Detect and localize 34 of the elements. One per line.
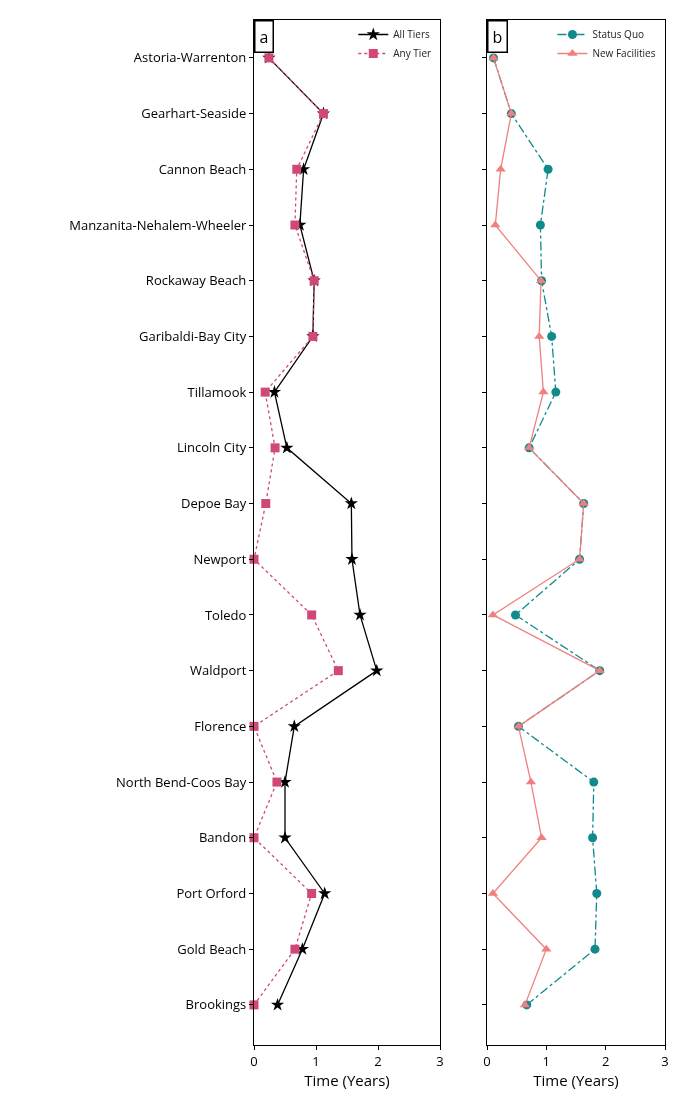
y-tick-label: Garibaldi-Bay City bbox=[139, 326, 247, 345]
y-tick-label: Cannon Beach bbox=[158, 159, 247, 178]
y-tick-label: Gold Beach bbox=[177, 939, 247, 958]
y-tick-label: Brookings bbox=[185, 995, 247, 1014]
x-tick-label: 0 bbox=[250, 1051, 258, 1070]
x-tick-label: 0 bbox=[483, 1051, 491, 1070]
y-tick-label: Astoria-Warrenton bbox=[133, 48, 247, 67]
y-tick-label: Rockaway Beach bbox=[145, 271, 247, 290]
x-tick-label: 1 bbox=[542, 1051, 551, 1070]
y-tick-label: Toledo bbox=[204, 605, 247, 624]
x-tick-label: 3 bbox=[436, 1051, 444, 1070]
x-tick-label: 1 bbox=[312, 1051, 320, 1070]
text: b bbox=[492, 25, 503, 48]
legend-label: All Tiers bbox=[393, 27, 430, 42]
y-tick-label: Tillamook bbox=[187, 382, 247, 401]
text: a bbox=[259, 25, 269, 48]
legend-label: New Facilities bbox=[592, 46, 656, 61]
legend-label: Any Tier bbox=[393, 46, 432, 61]
x-axis-title: Time (Years) bbox=[304, 1069, 390, 1090]
y-tick-label: North Bend-Coos Bay bbox=[116, 772, 247, 791]
y-tick-label: Waldport bbox=[190, 661, 247, 680]
y-tick-label: Lincoln City bbox=[176, 438, 247, 457]
y-tick-label: Newport bbox=[193, 549, 247, 568]
y-tick-label: Manzanita-Nehalem-Wheeler bbox=[69, 215, 247, 234]
x-tick-label: 2 bbox=[601, 1051, 610, 1070]
legend-label: Status Quo bbox=[592, 27, 645, 42]
x-axis-title: Time (Years) bbox=[533, 1069, 619, 1090]
y-tick-label: Florence bbox=[194, 716, 247, 735]
x-tick-label: 3 bbox=[661, 1051, 669, 1070]
y-tick-label: Gearhart-Seaside bbox=[141, 104, 247, 123]
x-tick-label: 2 bbox=[374, 1051, 382, 1070]
y-tick-label: Depoe Bay bbox=[180, 494, 247, 513]
y-tick-label: Bandon bbox=[198, 828, 247, 847]
y-tick-label: Port Orford bbox=[176, 884, 247, 903]
